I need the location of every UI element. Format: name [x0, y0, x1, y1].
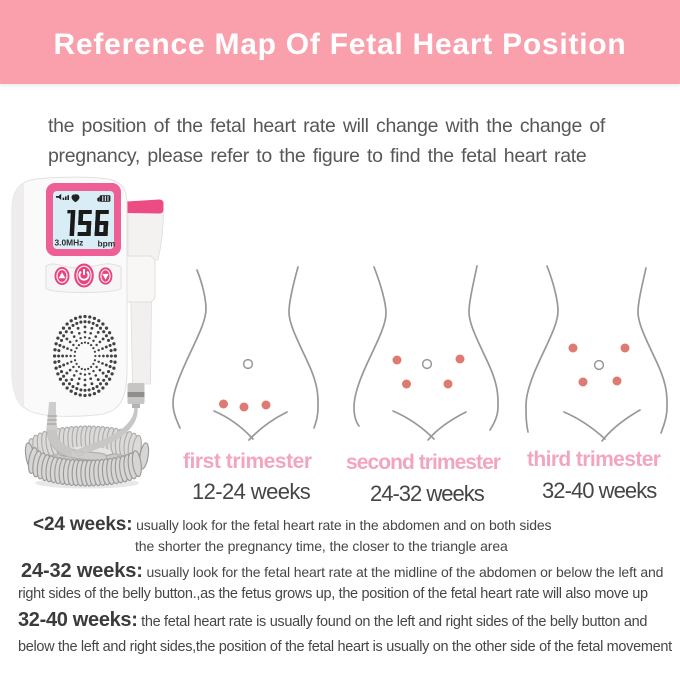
svg-text:bpm: bpm — [98, 239, 116, 249]
svg-text:3.0MHz: 3.0MHz — [55, 238, 84, 248]
